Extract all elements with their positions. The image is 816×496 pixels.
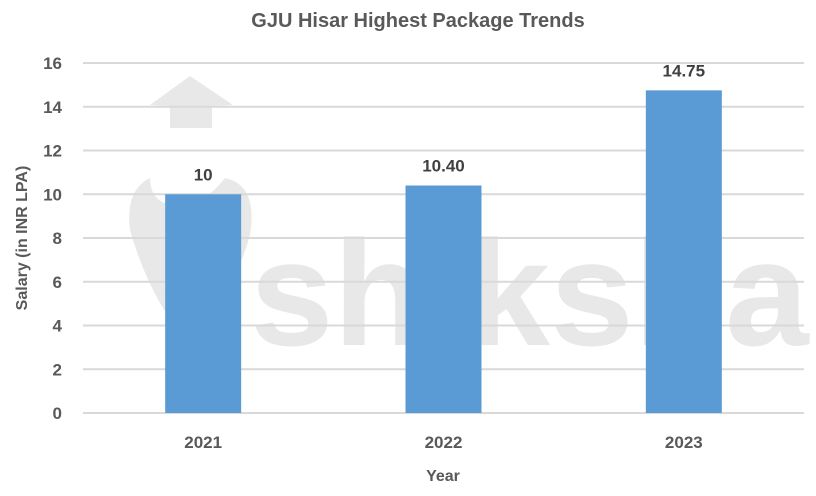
bar-2021 (165, 194, 242, 413)
x-axis-ticks: 2021 2022 2023 (184, 433, 702, 452)
x-axis-label: Year (426, 468, 460, 485)
y-tick-label: 16 (43, 54, 62, 73)
y-axis-ticks: 0 2 4 6 8 10 12 14 16 (43, 54, 62, 423)
x-tick-label: 2023 (665, 433, 703, 452)
y-tick-label: 0 (53, 404, 62, 423)
bar-2022 (405, 185, 482, 413)
y-tick-label: 12 (43, 142, 62, 161)
x-tick-label: 2021 (184, 433, 222, 452)
y-tick-label: 6 (53, 273, 62, 292)
y-tick-label: 4 (53, 317, 63, 336)
y-tick-label: 8 (53, 229, 62, 248)
data-label-2021: 10 (194, 165, 213, 184)
y-tick-label: 2 (53, 360, 62, 379)
bars: 10 10.40 14.75 (165, 61, 722, 413)
bar-2023 (645, 90, 722, 413)
y-tick-label: 14 (43, 98, 62, 117)
watermark-text: shiksha (250, 209, 810, 377)
data-label-2022: 10.40 (422, 157, 465, 176)
mortarboard-icon (150, 76, 233, 128)
y-axis-label: Salary (in INR LPA) (14, 166, 31, 311)
x-tick-label: 2022 (425, 433, 463, 452)
chart-title: GJU Hisar Highest Package Trends (251, 10, 584, 32)
y-tick-label: 10 (43, 185, 62, 204)
data-label-2023: 14.75 (663, 61, 706, 80)
